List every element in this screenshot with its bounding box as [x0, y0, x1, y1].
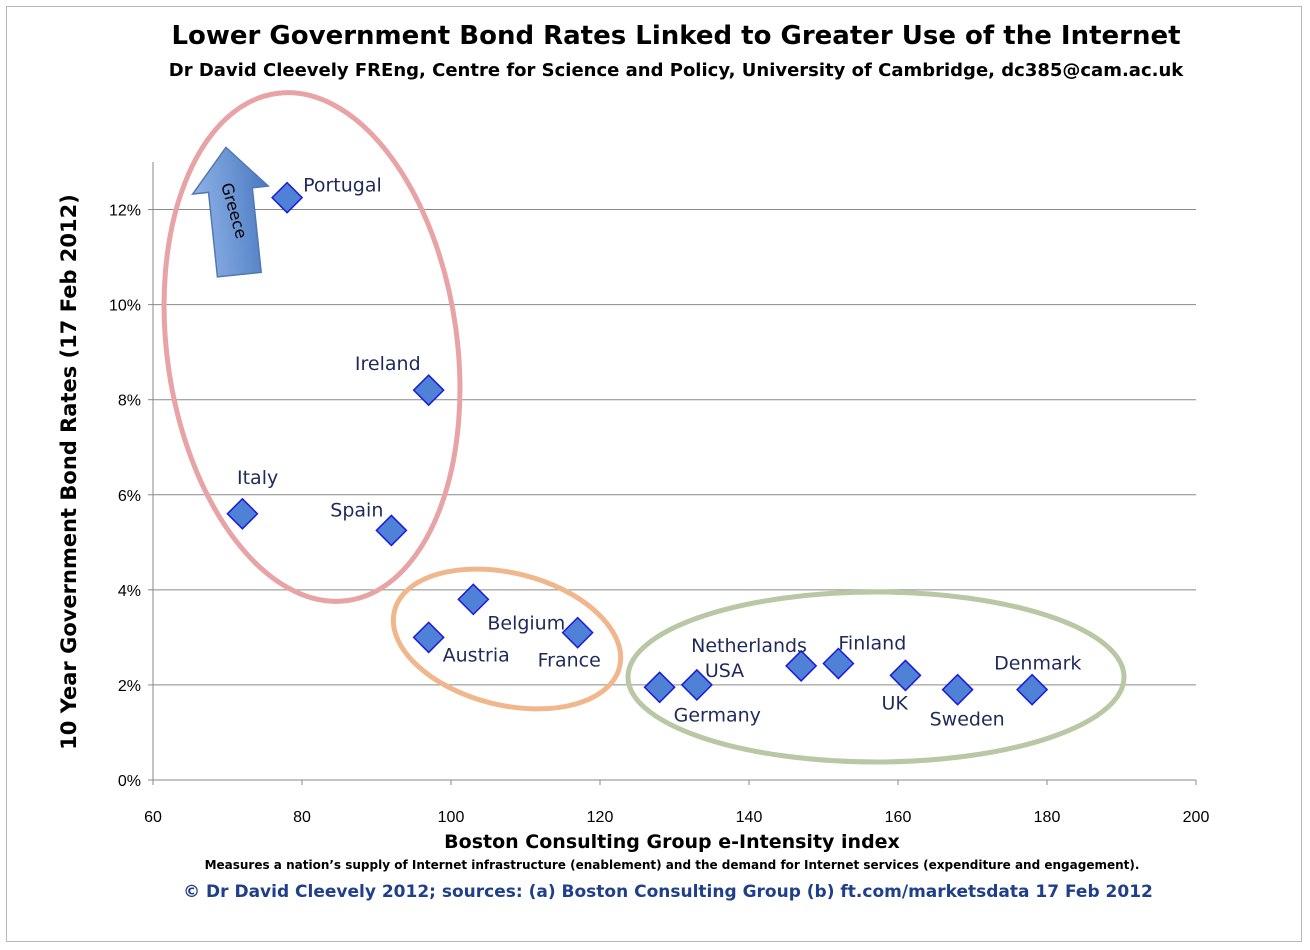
point-label: Germany — [674, 704, 761, 726]
point-marker — [680, 668, 713, 701]
x-tick-label: 140 — [736, 809, 763, 826]
point-label: UK — [881, 692, 908, 714]
up-arrow-icon — [191, 146, 270, 278]
x-tick-label: 180 — [1034, 809, 1061, 826]
group-ellipses — [161, 90, 1127, 765]
point-label: Portugal — [303, 175, 382, 197]
x-tick-label: 120 — [587, 809, 614, 826]
point-marker — [271, 181, 304, 214]
y-tick-label: 6% — [118, 488, 141, 505]
x-tick-label: 100 — [438, 809, 465, 826]
point-marker — [226, 497, 259, 530]
chart-subtitle: Dr David Cleevely FREng, Centre for Scie… — [169, 60, 1185, 81]
point-marker — [889, 659, 922, 692]
y-tick-label: 12% — [109, 203, 141, 220]
point-marker — [1016, 673, 1049, 706]
x-tick-label: 200 — [1183, 809, 1210, 826]
point-label: Ireland — [355, 353, 421, 375]
point-marker — [375, 514, 408, 547]
point-label: USA — [705, 660, 744, 682]
group-ellipse — [161, 90, 463, 604]
point-marker — [785, 649, 818, 682]
y-tick-label: 4% — [118, 583, 141, 600]
point-label: Netherlands — [691, 635, 807, 657]
y-tick-label: 10% — [109, 298, 141, 315]
x-axis-label: Boston Consulting Group e-Intensity inde… — [444, 831, 900, 853]
point-label: Belgium — [487, 612, 565, 634]
y-tick-label: 2% — [118, 678, 141, 695]
point-marker — [561, 616, 594, 649]
source-note: © Dr David Cleevely 2012; sources: (a) B… — [183, 882, 1153, 902]
point-label: Denmark — [994, 653, 1081, 675]
point-label: Austria — [443, 644, 510, 666]
group-ellipse — [625, 589, 1127, 765]
chart-frame — [6, 6, 1302, 942]
tick-labels: 0% 2% 4% 6% 8% 10% 12% 60 80 100 120 140 160 180 200 — [109, 203, 1209, 826]
x-axis-note: Measures a nation’s supply of Internet i… — [205, 858, 1140, 872]
point-marker — [412, 621, 445, 654]
y-tick-label: 0% — [118, 773, 141, 790]
data-points: Portugal Ireland Italy Spain Belgium Austria F… — [226, 175, 1081, 731]
y-axis-label: 10 Year Government Bond Rates (17 Feb 20… — [57, 194, 81, 750]
greece-arrow: Greece — [191, 146, 270, 278]
point-label: Finland — [838, 633, 906, 655]
x-tick-label: 80 — [293, 809, 311, 826]
point-marker — [822, 647, 855, 680]
x-tick-label: 60 — [144, 809, 162, 826]
point-label: Italy — [237, 467, 278, 489]
axes — [148, 162, 1197, 785]
point-label: France — [538, 650, 601, 672]
group-ellipse — [390, 566, 624, 712]
point-label: Sweden — [930, 709, 1005, 731]
point-label: Spain — [330, 499, 383, 521]
point-marker — [457, 583, 490, 616]
point-marker — [643, 671, 676, 704]
chart-title: Lower Government Bond Rates Linked to Gr… — [171, 21, 1180, 51]
point-marker — [941, 673, 974, 706]
y-tick-label: 8% — [118, 393, 141, 410]
x-tick-label: 160 — [885, 809, 912, 826]
point-marker — [412, 374, 445, 407]
